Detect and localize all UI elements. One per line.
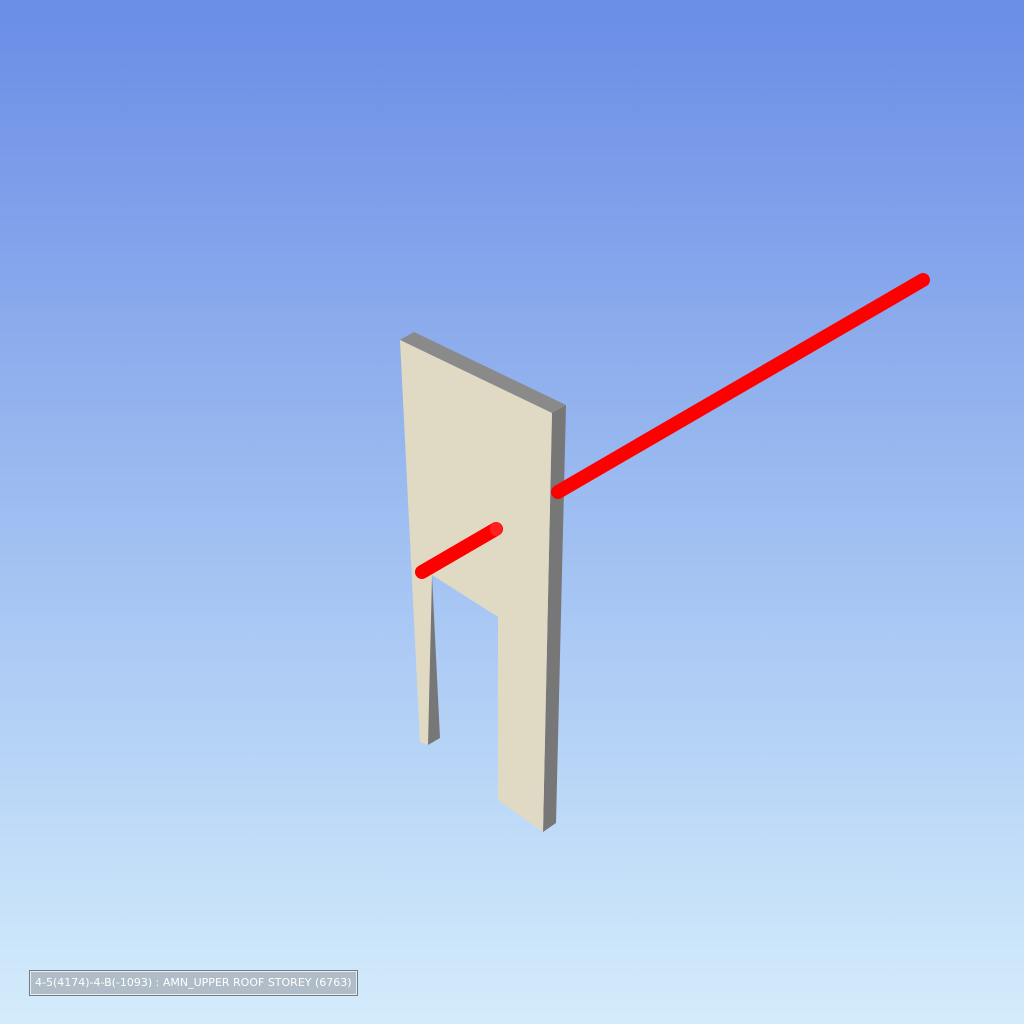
wall-front-face[interactable] bbox=[400, 340, 552, 832]
pipe-end-cap bbox=[490, 522, 502, 536]
wall-top-edge[interactable] bbox=[400, 332, 566, 413]
pipe-front-segment[interactable] bbox=[415, 522, 503, 579]
wall-right-side-face[interactable] bbox=[543, 405, 566, 832]
selection-status-label: 4-5(4174)-4-B(-1093) : AMN_UPPER ROOF ST… bbox=[29, 970, 358, 996]
pipe-rear-segment[interactable] bbox=[551, 273, 930, 499]
